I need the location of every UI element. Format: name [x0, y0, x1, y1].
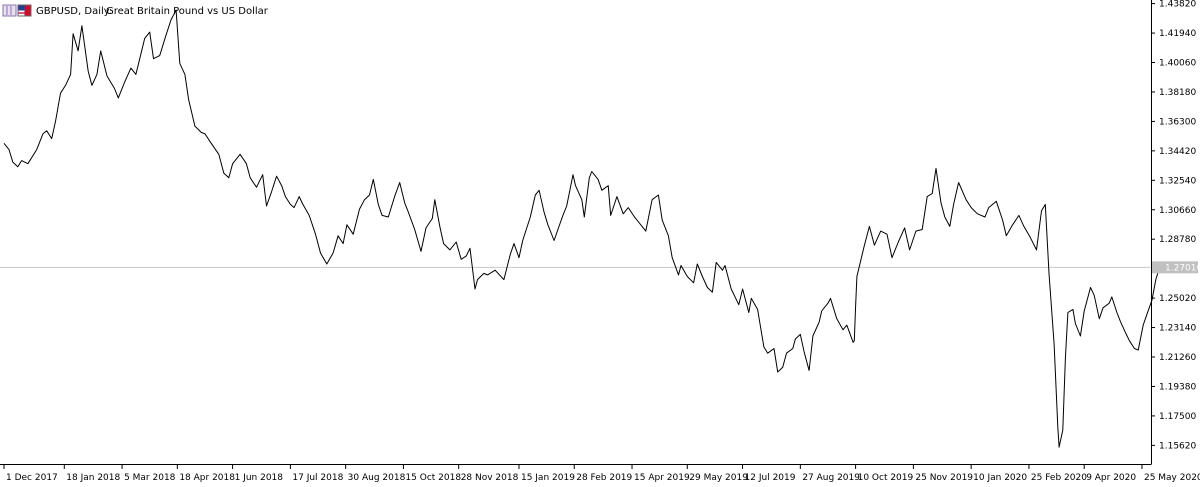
y-tick-label: 1.19380	[1159, 382, 1196, 392]
x-tick-label: 25 Nov 2019	[915, 473, 973, 483]
x-tick-label: 30 Aug 2018	[348, 473, 406, 483]
price-series-line	[3, 9, 1161, 448]
y-tick-label: 1.40060	[1159, 59, 1196, 69]
x-tick-label: 28 Nov 2018	[461, 473, 519, 483]
current-price-label-bg	[1152, 261, 1198, 274]
x-tick-label: 25 Feb 2020	[1031, 473, 1087, 483]
x-axis-ticks: 1 Dec 2017 18 Jan 2018 5 Mar 2018 18 Apr 20…	[3, 464, 1200, 483]
symbol-flag-icon	[17, 4, 32, 17]
x-tick-label: 17 Jul 2018	[292, 473, 343, 483]
y-tick-label: 1.21260	[1159, 353, 1196, 363]
window-tiles-icon[interactable]	[2, 4, 17, 17]
x-tick-label: 12 Jul 2019	[745, 473, 796, 483]
x-tick-label: 1 Jun 2018	[235, 473, 284, 483]
y-tick-label: 1.15620	[1159, 441, 1196, 451]
x-tick-label: 15 Oct 2018	[405, 473, 461, 483]
symbol-description: Great Britain Pound vs US Dollar	[106, 6, 269, 17]
chart-header: GBPUSD, Daily: Great Britain Pound vs US…	[2, 4, 269, 17]
y-tick-label: 1.41940	[1159, 29, 1196, 39]
y-tick-label: 1.28780	[1159, 235, 1196, 245]
y-tick-label: 1.38180	[1159, 88, 1196, 98]
current-price-label-text: 1.27016	[1165, 263, 1200, 273]
x-tick-label: 5 Mar 2018	[124, 473, 176, 483]
y-tick-label: 1.23140	[1159, 324, 1196, 334]
x-tick-label: 15 Apr 2019	[634, 473, 690, 483]
y-tick-label: 1.43820	[1159, 0, 1196, 10]
y-tick-label: 1.36300	[1159, 117, 1196, 127]
x-tick-label: 25 May 2020	[1144, 473, 1200, 483]
current-price-label: 1.27016	[1152, 261, 1200, 274]
y-tick-label: 1.25020	[1159, 294, 1196, 304]
x-tick-label: 18 Apr 2018	[179, 473, 235, 483]
x-tick-label: 15 Jan 2019	[521, 473, 575, 483]
x-tick-label: 28 Feb 2019	[576, 473, 632, 483]
y-tick-label: 1.34420	[1159, 147, 1196, 157]
y-tick-label: 1.17500	[1159, 412, 1196, 422]
y-tick-label: 1.32540	[1159, 176, 1196, 186]
symbol-title: GBPUSD, Daily:	[36, 6, 112, 17]
x-tick-label: 10 Jan 2020	[973, 473, 1027, 483]
x-tick-label: 9 Apr 2020	[1086, 473, 1136, 483]
y-axis-ticks: 1.43820 1.41940 1.40060 1.38180 1.36300 1.344…	[1151, 0, 1196, 451]
x-tick-label: 1 Dec 2017	[6, 473, 58, 483]
x-tick-label: 18 Jan 2018	[66, 473, 120, 483]
y-tick-label: 1.30660	[1159, 206, 1196, 216]
x-tick-label: 27 Aug 2019	[802, 473, 860, 483]
x-tick-label: 10 Oct 2019	[858, 473, 914, 483]
x-tick-label: 29 May 2019	[689, 473, 748, 483]
